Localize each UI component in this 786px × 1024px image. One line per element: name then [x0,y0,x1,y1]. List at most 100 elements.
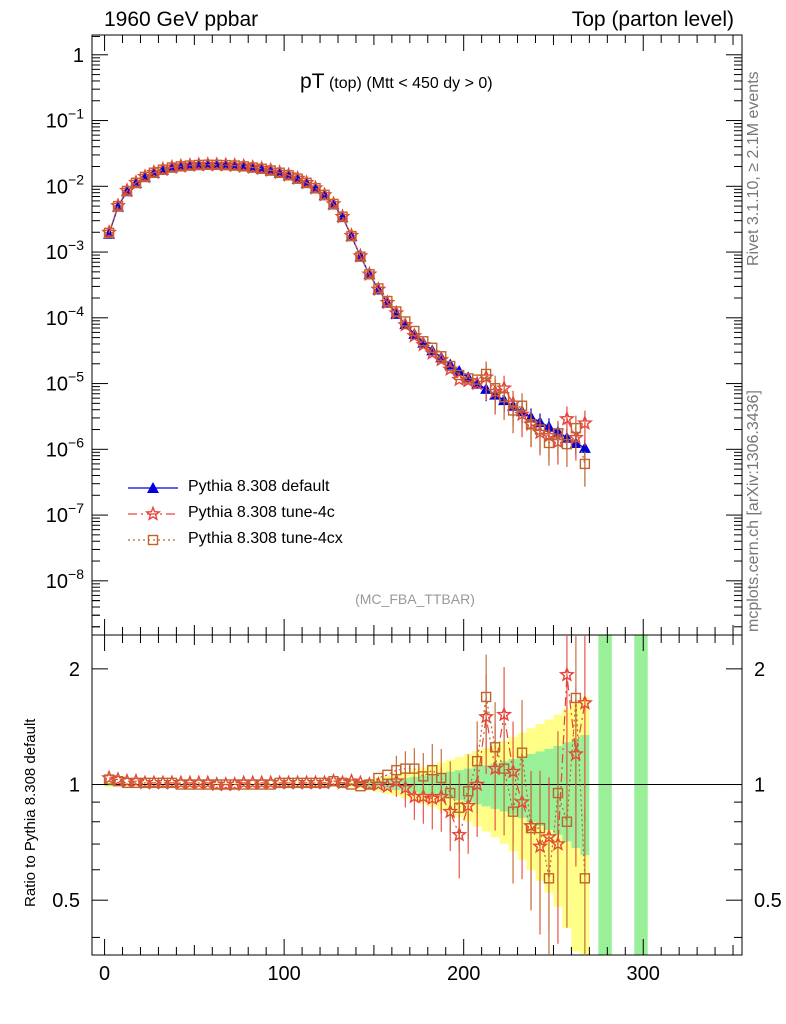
y-tick-label: 10−5 [46,369,84,396]
x-tick-label: 0 [99,963,110,985]
rivet-version-label: Rivet 3.1.10, ≥ 2.1M events [745,71,762,266]
ratio-square-marker [489,742,501,753]
square-marker [543,437,555,449]
ratio-square-marker [507,806,519,817]
square-marker [561,438,573,450]
main-series-line [108,164,586,465]
ratio-y-tick-label-right: 0.5 [754,890,782,912]
square-marker [400,316,411,327]
legend-label-tune-4cx: Pythia 8.308 tune-4cx [188,530,343,547]
ratio-square-marker [543,873,555,884]
legend-marker [147,534,159,546]
ratio-square-marker [579,873,591,884]
ratio-square-marker [427,764,438,776]
square-marker [112,200,124,212]
y-tick-exponent: −8 [68,566,84,582]
square-marker [445,360,456,372]
y-tick-exponent: −7 [68,500,84,516]
square-marker [579,458,591,470]
square-marker [570,422,582,434]
ratio-star-marker [496,706,513,722]
ratio-square-marker [409,763,420,774]
square-marker [552,428,564,439]
y-tick-label: 10−8 [46,566,84,593]
ratio-star-marker [397,779,414,795]
square-marker [525,419,537,430]
series-layer [101,156,593,955]
y-tick-label: 10−1 [46,106,84,133]
ratio-square-marker [534,822,546,834]
square-marker [121,185,133,197]
y-tick-label: 10−7 [46,500,84,527]
square-marker [301,177,312,189]
ratio-square-marker [516,747,528,758]
square-marker [328,198,339,210]
plot-title-sub2: (Mtt < 450 dy > 0) [366,75,493,92]
ratio-star-marker [558,666,575,682]
ratio-square-marker [364,779,375,790]
y-tick-exponent: −3 [68,237,84,253]
process-label: Top (parton level) [571,8,734,31]
y-tick-exponent: −4 [68,303,84,319]
x-tick-label: 300 [627,963,660,985]
uncertainty-band-inner [634,635,648,955]
square-marker [498,392,510,403]
ratio-square-marker [418,771,429,782]
square-marker [355,251,366,262]
y-tick-label: 10−2 [46,171,84,198]
square-marker [319,189,330,201]
ratio-y-tick-label-right: 1 [754,775,765,797]
ratio-star-marker [379,777,396,794]
y-tick-exponent: −6 [68,434,84,450]
energy-label: 1960 GeV ppbar [104,8,259,31]
y-tick-exponent: −1 [68,106,84,122]
y-tick-label: 1 [73,45,84,67]
uncertainty-band-inner [481,765,491,807]
square-marker [471,374,483,385]
ratio-y-tick-label-right: 2 [754,659,765,681]
legend-markers [128,482,178,546]
triangle-marker [578,441,591,453]
x-tick-label: 100 [267,963,300,985]
y-tick-label: 10−6 [46,434,84,461]
ratio-y-tick-label: 2 [69,659,80,681]
y-tick-exponent: −2 [68,171,84,187]
star-marker [558,410,575,426]
square-marker [391,306,402,317]
square-marker [103,227,115,239]
ratio-series-line [108,696,586,879]
ratio-square-marker [480,691,492,703]
square-marker [373,283,384,294]
main-series-line [108,163,586,443]
legend-marker [144,505,162,521]
ratio-square-marker [552,787,564,799]
star-marker [576,414,593,430]
ratio-plot-frame [91,634,743,956]
square-marker [427,342,438,353]
square-marker [382,295,393,307]
legend-marker [147,482,159,493]
x-tick-label: 200 [447,963,480,985]
ratio-square-marker [561,816,573,827]
ratio-series-line [108,674,586,848]
uncertainty-band-inner [598,635,612,955]
plot-title-sub1: (top) [328,75,362,92]
square-marker [516,400,528,411]
plot-title: pT (top) (Mtt < 450 dy > 0) [300,70,493,94]
y-tick-label: 10−3 [46,237,84,264]
square-marker [480,368,492,380]
ratio-y-axis-label: Ratio to Pythia 8.308 default [22,718,39,907]
ratio-square-marker [462,786,474,797]
square-marker [310,182,321,194]
square-marker [436,351,447,362]
analysis-label: (MC_FBA_TTBAR) [355,591,475,607]
y-tick-label: 10−4 [46,303,84,330]
square-marker [364,269,375,280]
square-marker [337,211,348,222]
square-marker [418,336,429,347]
ratio-square-marker [471,756,483,767]
ratio-square-marker [498,763,510,774]
square-marker [534,424,546,435]
ratio-y-tick-label: 0.5 [52,890,80,912]
